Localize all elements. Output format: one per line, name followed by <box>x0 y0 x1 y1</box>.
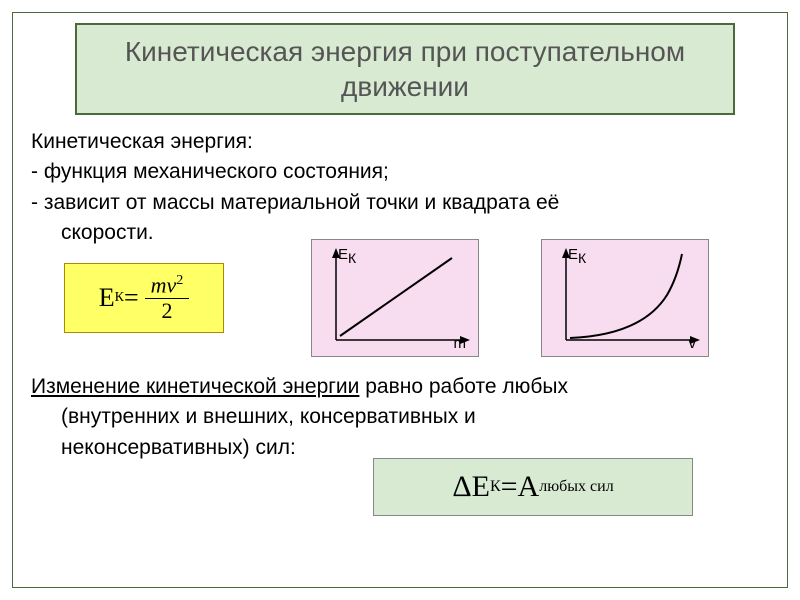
x-axis-label: m <box>454 335 467 352</box>
lower-text-block: Изменение кинетической энергии равно раб… <box>31 373 771 464</box>
delta-symbol: Δ <box>452 470 471 504</box>
x-axis-label: v <box>689 335 697 352</box>
title-box: Кинетическая энергия при поступательном … <box>75 23 735 115</box>
formula-fraction: mv2 2 <box>145 273 190 323</box>
text-line: - зависит от массы материальной точки и … <box>31 189 771 217</box>
text-line: (внутренних и внешних, консервативных и <box>31 403 771 431</box>
formula-row: EК = mv2 2 ЕК m ЕК <box>31 233 771 363</box>
graph-ek-vs-m: ЕК m <box>311 239 479 357</box>
slide-title: Кинетическая энергия при поступательном … <box>97 34 713 104</box>
graph-ek-vs-v: ЕК v <box>541 239 709 357</box>
result-A-sub: любых сил <box>539 478 613 496</box>
text-line: Кинетическая энергия: <box>31 128 771 156</box>
kinetic-energy-formula: EК = mv2 2 <box>64 263 224 333</box>
slide-frame: Кинетическая энергия при поступательном … <box>12 12 788 588</box>
formula-lhs-base: E <box>99 283 115 313</box>
formula-eq: = <box>124 283 139 313</box>
text-bullet: - функция механического состояния; <box>31 158 771 186</box>
result-A: A <box>518 470 540 504</box>
result-E: E <box>472 470 490 504</box>
text-line: Изменение кинетической энергии равно раб… <box>31 373 771 401</box>
content-block: Кинетическая энергия: - функция механиче… <box>31 128 771 249</box>
formula-denominator: 2 <box>155 299 178 323</box>
formula-numerator: mv2 <box>145 273 190 299</box>
y-axis-label: ЕК <box>338 246 356 266</box>
formula-lhs-sub: К <box>115 290 124 306</box>
result-E-sub: К <box>490 478 501 496</box>
y-axis-label: ЕК <box>568 246 586 266</box>
result-eq: = <box>501 470 518 504</box>
work-energy-theorem-formula: ΔEК = Aлюбых сил <box>373 458 693 516</box>
formula-content: EК = mv2 2 <box>99 273 190 323</box>
